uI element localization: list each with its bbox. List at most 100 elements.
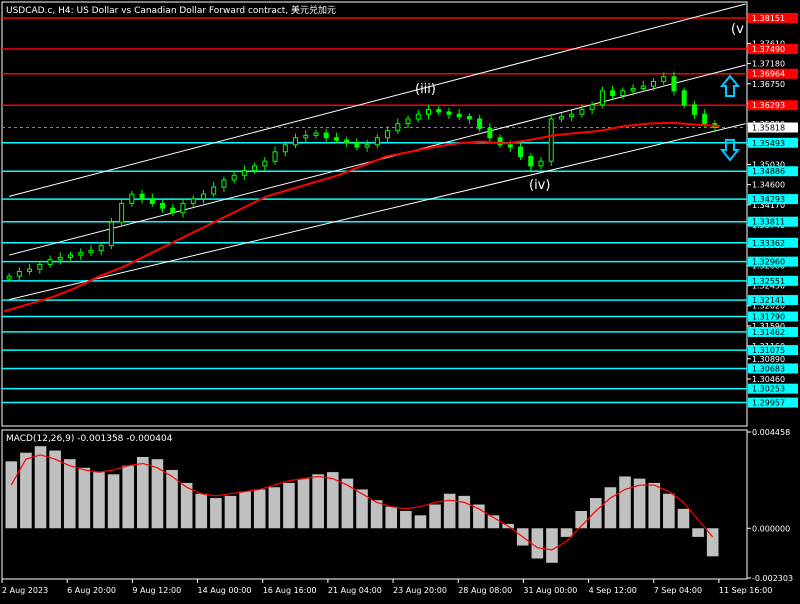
candle-body [456, 113, 462, 118]
macd-bar [122, 465, 135, 529]
macd-bar [151, 459, 164, 529]
candle-body [599, 90, 605, 106]
moving-average-line [3, 121, 721, 313]
level-label-bg [748, 363, 798, 374]
price-pane-frame [1, 1, 748, 427]
candle-body [149, 198, 155, 204]
x-tick-label: 21 Aug 04:00 [328, 586, 382, 595]
macd-bar [137, 457, 149, 529]
candle-body [425, 109, 431, 115]
macd-bar [443, 493, 456, 529]
macd-tick-label: -0.002303 [752, 574, 793, 583]
candle-body [57, 256, 63, 261]
level-label: 1.31075 [752, 346, 785, 355]
level-label-bg [748, 68, 798, 79]
macd-bar [458, 495, 471, 529]
level-label: 1.38151 [752, 14, 785, 23]
candle-body [497, 137, 503, 146]
candle-body [477, 118, 483, 129]
down-arrow-icon [719, 139, 741, 162]
candle-body [282, 144, 288, 153]
candle-body [681, 90, 687, 106]
macd-bar [633, 478, 646, 529]
candle-body [395, 123, 401, 132]
candle-body [518, 146, 524, 158]
level-label: 1.36293 [752, 101, 785, 110]
macd-bar [663, 493, 675, 529]
x-tick-label: 6 Aug 20:00 [67, 586, 116, 595]
candle-body [528, 156, 534, 167]
macd-signal-line [10, 454, 714, 551]
macd-bar [414, 515, 427, 529]
candle-body [333, 137, 339, 141]
level-label-bg [748, 275, 798, 286]
level-label-bg [748, 295, 798, 306]
macd-label: MACD(12,26,9) -0.001358 -0.000404 [6, 434, 173, 444]
level-label-bg [748, 311, 798, 322]
macd-bar [487, 515, 500, 529]
wave-label: (v [731, 22, 744, 37]
macd-signal-line [10, 454, 714, 551]
level-price-labels: 1.38151 1.37490 1.36964 1.36293 1.35493 1.348… [748, 13, 798, 408]
macd-bar [560, 528, 573, 537]
candle-body [691, 104, 697, 115]
up-arrow-icon [719, 74, 741, 97]
macd-bar [180, 482, 193, 529]
x-tick-label: 4 Sep 12:00 [589, 586, 637, 595]
candle-body [548, 118, 554, 162]
macd-bar [166, 469, 178, 529]
level-label-bg [748, 237, 798, 248]
level-label: 1.30253 [752, 385, 785, 394]
candle-body [446, 111, 452, 115]
macd-bar [429, 504, 441, 529]
macd-bar [297, 478, 310, 529]
level-label-bg [748, 256, 798, 267]
candle-body [364, 144, 370, 148]
current-price-label: 1.35818 [752, 124, 785, 133]
macd-bar [49, 450, 61, 529]
candle-body [78, 252, 84, 256]
x-tick-label: 16 Aug 16:00 [263, 586, 317, 595]
x-tick-label: 7 Sep 04:00 [654, 586, 702, 595]
candle-body [129, 193, 135, 204]
level-label-bg [748, 194, 798, 205]
macd-bar [239, 491, 251, 529]
candle-body [374, 137, 380, 146]
level-label-bg [748, 216, 798, 227]
candle-body [610, 90, 616, 97]
y-tick-label: 1.36750 [752, 80, 785, 89]
x-tick-label: 11 Sep 16:00 [719, 586, 772, 595]
macd-bar [531, 528, 544, 559]
level-label-bg [748, 44, 798, 55]
macd-bar [253, 489, 266, 529]
candle-body [436, 109, 442, 113]
candle-body [272, 151, 278, 162]
y-tick-label: 1.34600 [752, 181, 785, 190]
channel-line [8, 123, 746, 301]
level-label-bg [748, 383, 798, 394]
x-tick-label: 23 Aug 20:00 [393, 586, 447, 595]
y-tick-label: 1.35030 [752, 160, 785, 169]
level-label-bg [748, 397, 798, 408]
moving-average [3, 121, 721, 313]
candle-body [651, 80, 657, 87]
candle-body [211, 186, 217, 195]
candle-body [702, 113, 708, 125]
macd-bar [63, 459, 76, 529]
macd-bar [619, 476, 631, 529]
macd-bar [400, 510, 412, 529]
x-tick-label: 9 Aug 12:00 [132, 586, 181, 595]
macd-bar [706, 528, 719, 557]
candle-body [200, 193, 206, 200]
candle-body [47, 259, 53, 265]
candle-body [139, 193, 145, 200]
macd-bar [78, 467, 91, 529]
x-tick-label: 2 Aug 2023 [2, 586, 48, 595]
macd-bar [575, 510, 587, 529]
candle-body [231, 174, 237, 181]
x-tick-label: 28 Aug 08:00 [458, 586, 512, 595]
macd-bar [34, 446, 47, 529]
candle-body [589, 104, 595, 111]
macd-bar [5, 461, 18, 529]
